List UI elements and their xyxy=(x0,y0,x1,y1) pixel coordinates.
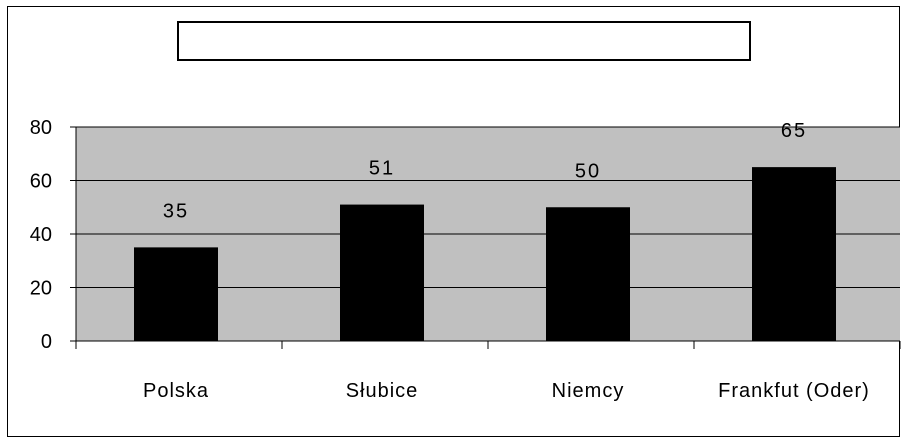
y-tick-label-20: 20 xyxy=(30,278,52,300)
category-label-0: Polska xyxy=(143,380,209,402)
category-label-3: Frankfut (Oder) xyxy=(718,380,870,402)
bar-1 xyxy=(340,204,424,341)
data-labels: 35 51 50 65 xyxy=(163,120,807,222)
chart-title-box xyxy=(177,21,751,61)
y-tick-label-0: 0 xyxy=(41,331,52,353)
data-label-2: 50 xyxy=(575,160,601,182)
category-label-2: Niemcy xyxy=(552,380,625,402)
y-tick-label-60: 60 xyxy=(30,171,52,193)
category-label-1: Słubice xyxy=(346,380,419,402)
y-tick-label-80: 80 xyxy=(30,117,52,139)
bar-3 xyxy=(752,167,836,341)
data-label-3: 65 xyxy=(781,120,807,142)
bars xyxy=(134,167,836,341)
y-tick-label-40: 40 xyxy=(30,224,52,246)
bar-2 xyxy=(546,207,630,341)
category-labels: Polska Słubice Niemcy Frankfut (Oder) xyxy=(143,380,870,402)
x-axis xyxy=(75,127,901,349)
bar-0 xyxy=(134,247,218,341)
y-axis-ticks: 0 20 40 60 80 xyxy=(30,117,76,353)
data-label-1: 51 xyxy=(369,158,395,180)
data-label-0: 35 xyxy=(163,200,189,222)
